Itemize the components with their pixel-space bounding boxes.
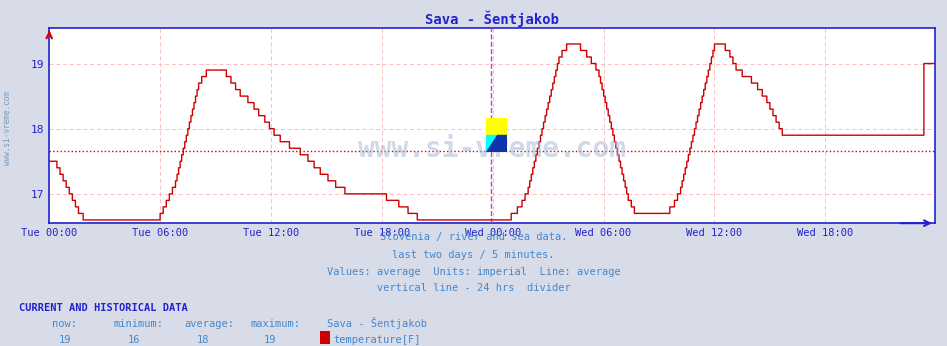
Text: Values: average  Units: imperial  Line: average: Values: average Units: imperial Line: av… — [327, 267, 620, 277]
Text: last two days / 5 minutes.: last two days / 5 minutes. — [392, 250, 555, 260]
Text: 19: 19 — [263, 335, 276, 345]
Polygon shape — [487, 135, 508, 152]
Text: vertical line - 24 hrs  divider: vertical line - 24 hrs divider — [377, 283, 570, 293]
Text: minimum:: minimum: — [114, 319, 164, 329]
Text: temperature[F]: temperature[F] — [333, 335, 420, 345]
Text: average:: average: — [185, 319, 235, 329]
Text: 19: 19 — [59, 335, 71, 345]
Text: maximum:: maximum: — [251, 319, 301, 329]
Polygon shape — [487, 118, 508, 135]
Text: 16: 16 — [128, 335, 140, 345]
Text: Slovenia / river and sea data.: Slovenia / river and sea data. — [380, 233, 567, 243]
Text: 18: 18 — [197, 335, 209, 345]
Polygon shape — [487, 135, 497, 152]
Text: CURRENT AND HISTORICAL DATA: CURRENT AND HISTORICAL DATA — [19, 303, 188, 313]
Title: Sava - Šentjakob: Sava - Šentjakob — [425, 10, 559, 27]
Text: now:: now: — [52, 319, 77, 329]
Text: Sava - Šentjakob: Sava - Šentjakob — [327, 317, 427, 329]
Text: www.si-vreme.com: www.si-vreme.com — [358, 135, 626, 163]
Text: www.si-vreme.com: www.si-vreme.com — [3, 91, 12, 165]
